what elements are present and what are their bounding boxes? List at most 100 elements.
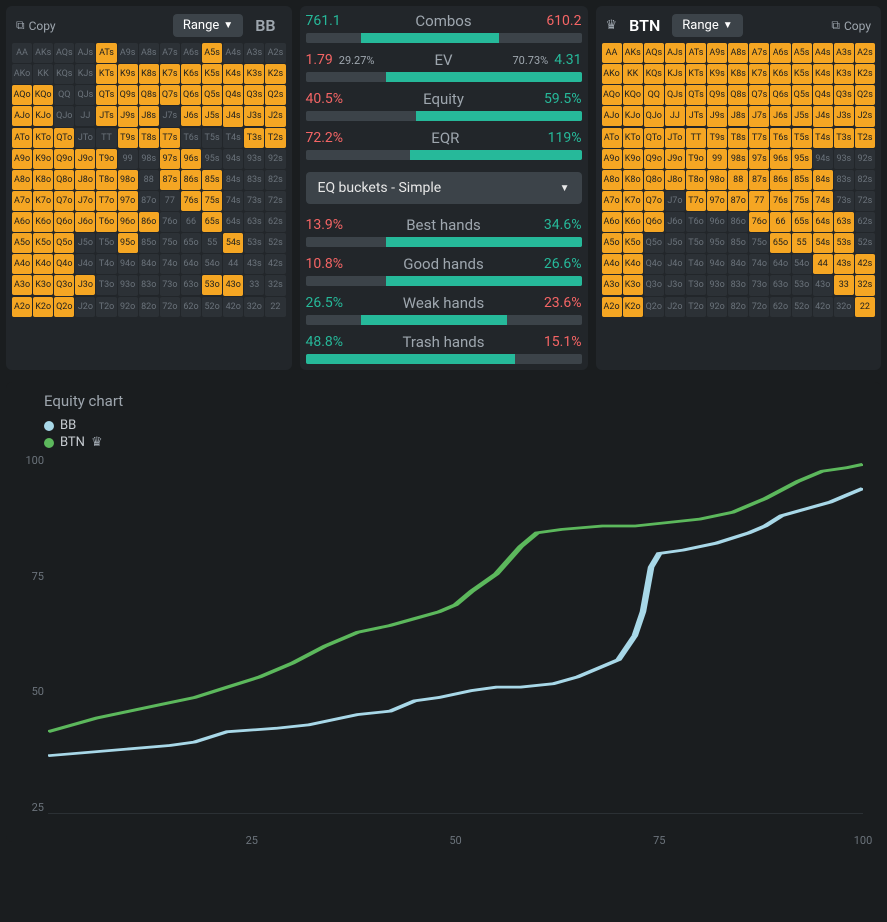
hand-cell[interactable]: T2s [265,128,285,148]
hand-cell[interactable]: 63s [834,212,854,232]
hand-cell[interactable]: 96o [707,212,727,232]
hand-cell[interactable]: 44 [223,254,243,274]
hand-cell[interactable]: 95o [118,233,138,253]
hand-cell[interactable]: A2s [265,43,285,63]
hand-cell[interactable]: 62o [770,297,790,317]
hand-cell[interactable]: QJs [665,85,685,105]
hand-cell[interactable]: AKs [623,43,643,63]
hand-cell[interactable]: A9o [12,149,32,169]
hand-cell[interactable]: K7o [33,191,53,211]
hand-cell[interactable]: K2s [265,64,285,84]
hand-cell[interactable]: AJo [602,106,622,126]
hand-cell[interactable]: 96s [770,149,790,169]
hand-cell[interactable]: K2s [855,64,875,84]
hand-cell[interactable]: K4s [813,64,833,84]
hand-cell[interactable]: 82o [139,297,159,317]
hand-cell[interactable]: 42s [855,254,875,274]
hand-cell[interactable]: 22 [265,297,285,317]
hand-cell[interactable]: 76s [770,191,790,211]
hand-cell[interactable]: 83s [244,170,264,190]
hand-cell[interactable]: T4o [96,254,116,274]
hand-cell[interactable]: K3o [33,275,53,295]
hand-cell[interactable]: J4s [813,106,833,126]
hand-cell[interactable]: 87s [749,170,769,190]
hand-cell[interactable]: 97o [707,191,727,211]
hand-cell[interactable]: J9o [75,149,95,169]
hand-cell[interactable]: 83s [834,170,854,190]
hand-cell[interactable]: 53o [202,275,222,295]
hand-cell[interactable]: 96s [181,149,201,169]
hand-cell[interactable]: 42o [223,297,243,317]
hand-cell[interactable]: J6s [181,106,201,126]
hand-cell[interactable]: J2s [855,106,875,126]
hand-cell[interactable]: T5s [792,128,812,148]
btn-range-button[interactable]: Range ▼ [672,14,742,37]
bb-copy-button[interactable]: ⧉ Copy [16,18,56,33]
hand-cell[interactable]: 22 [855,297,875,317]
hand-cell[interactable]: TT [686,128,706,148]
hand-cell[interactable]: K8o [623,170,643,190]
hand-cell[interactable]: 52s [855,233,875,253]
hand-cell[interactable]: Q4s [813,85,833,105]
hand-cell[interactable]: KTs [686,64,706,84]
hand-cell[interactable]: Q8s [139,85,159,105]
hand-cell[interactable]: 84o [139,254,159,274]
hand-cell[interactable]: AQo [602,85,622,105]
hand-cell[interactable]: J7s [749,106,769,126]
hand-cell[interactable]: A3o [602,275,622,295]
hand-cell[interactable]: AKo [602,64,622,84]
hand-cell[interactable]: 95s [792,149,812,169]
hand-cell[interactable]: 94o [118,254,138,274]
hand-cell[interactable]: A3o [12,275,32,295]
hand-cell[interactable]: 94o [707,254,727,274]
hand-cell[interactable]: T2o [96,297,116,317]
hand-cell[interactable]: T4s [813,128,833,148]
hand-cell[interactable]: 92s [265,149,285,169]
hand-cell[interactable]: 93s [244,149,264,169]
hand-cell[interactable]: AKs [33,43,53,63]
hand-cell[interactable]: K7s [749,64,769,84]
hand-cell[interactable]: ATs [686,43,706,63]
hand-cell[interactable]: 55 [202,233,222,253]
hand-cell[interactable]: 74o [160,254,180,274]
hand-cell[interactable]: A3s [834,43,854,63]
hand-cell[interactable]: J6o [665,212,685,232]
hand-cell[interactable]: 95o [707,233,727,253]
hand-cell[interactable]: 76s [181,191,201,211]
hand-cell[interactable]: 77 [749,191,769,211]
hand-cell[interactable]: 84o [728,254,748,274]
hand-cell[interactable]: A8s [139,43,159,63]
hand-cell[interactable]: A9o [602,149,622,169]
hand-cell[interactable]: 72s [855,191,875,211]
hand-cell[interactable]: A6o [602,212,622,232]
hand-cell[interactable]: 83o [728,275,748,295]
hand-cell[interactable]: Q9o [54,149,74,169]
hand-cell[interactable]: A6s [181,43,201,63]
hand-cell[interactable]: 33 [244,275,264,295]
hand-cell[interactable]: T7o [686,191,706,211]
hand-cell[interactable]: 85s [792,170,812,190]
hand-cell[interactable]: JJ [665,106,685,126]
hand-cell[interactable]: Q2o [644,297,664,317]
hand-cell[interactable]: 92s [855,149,875,169]
hand-cell[interactable]: A2o [602,297,622,317]
hand-cell[interactable]: Q9s [118,85,138,105]
hand-cell[interactable]: 88 [728,170,748,190]
hand-cell[interactable]: 76o [160,212,180,232]
hand-cell[interactable]: 84s [813,170,833,190]
hand-cell[interactable]: K5s [792,64,812,84]
hand-cell[interactable]: J8o [665,170,685,190]
hand-cell[interactable]: K2o [33,297,53,317]
hand-cell[interactable]: Q7s [749,85,769,105]
hand-cell[interactable]: T6o [686,212,706,232]
hand-cell[interactable]: T7s [749,128,769,148]
hand-cell[interactable]: Q6s [181,85,201,105]
hand-cell[interactable]: 73o [160,275,180,295]
hand-cell[interactable]: T6s [181,128,201,148]
hand-cell[interactable]: K4o [623,254,643,274]
hand-cell[interactable]: KJo [623,106,643,126]
hand-cell[interactable]: 53s [834,233,854,253]
hand-cell[interactable]: 53o [792,275,812,295]
hand-cell[interactable]: JTs [686,106,706,126]
hand-cell[interactable]: A4o [602,254,622,274]
